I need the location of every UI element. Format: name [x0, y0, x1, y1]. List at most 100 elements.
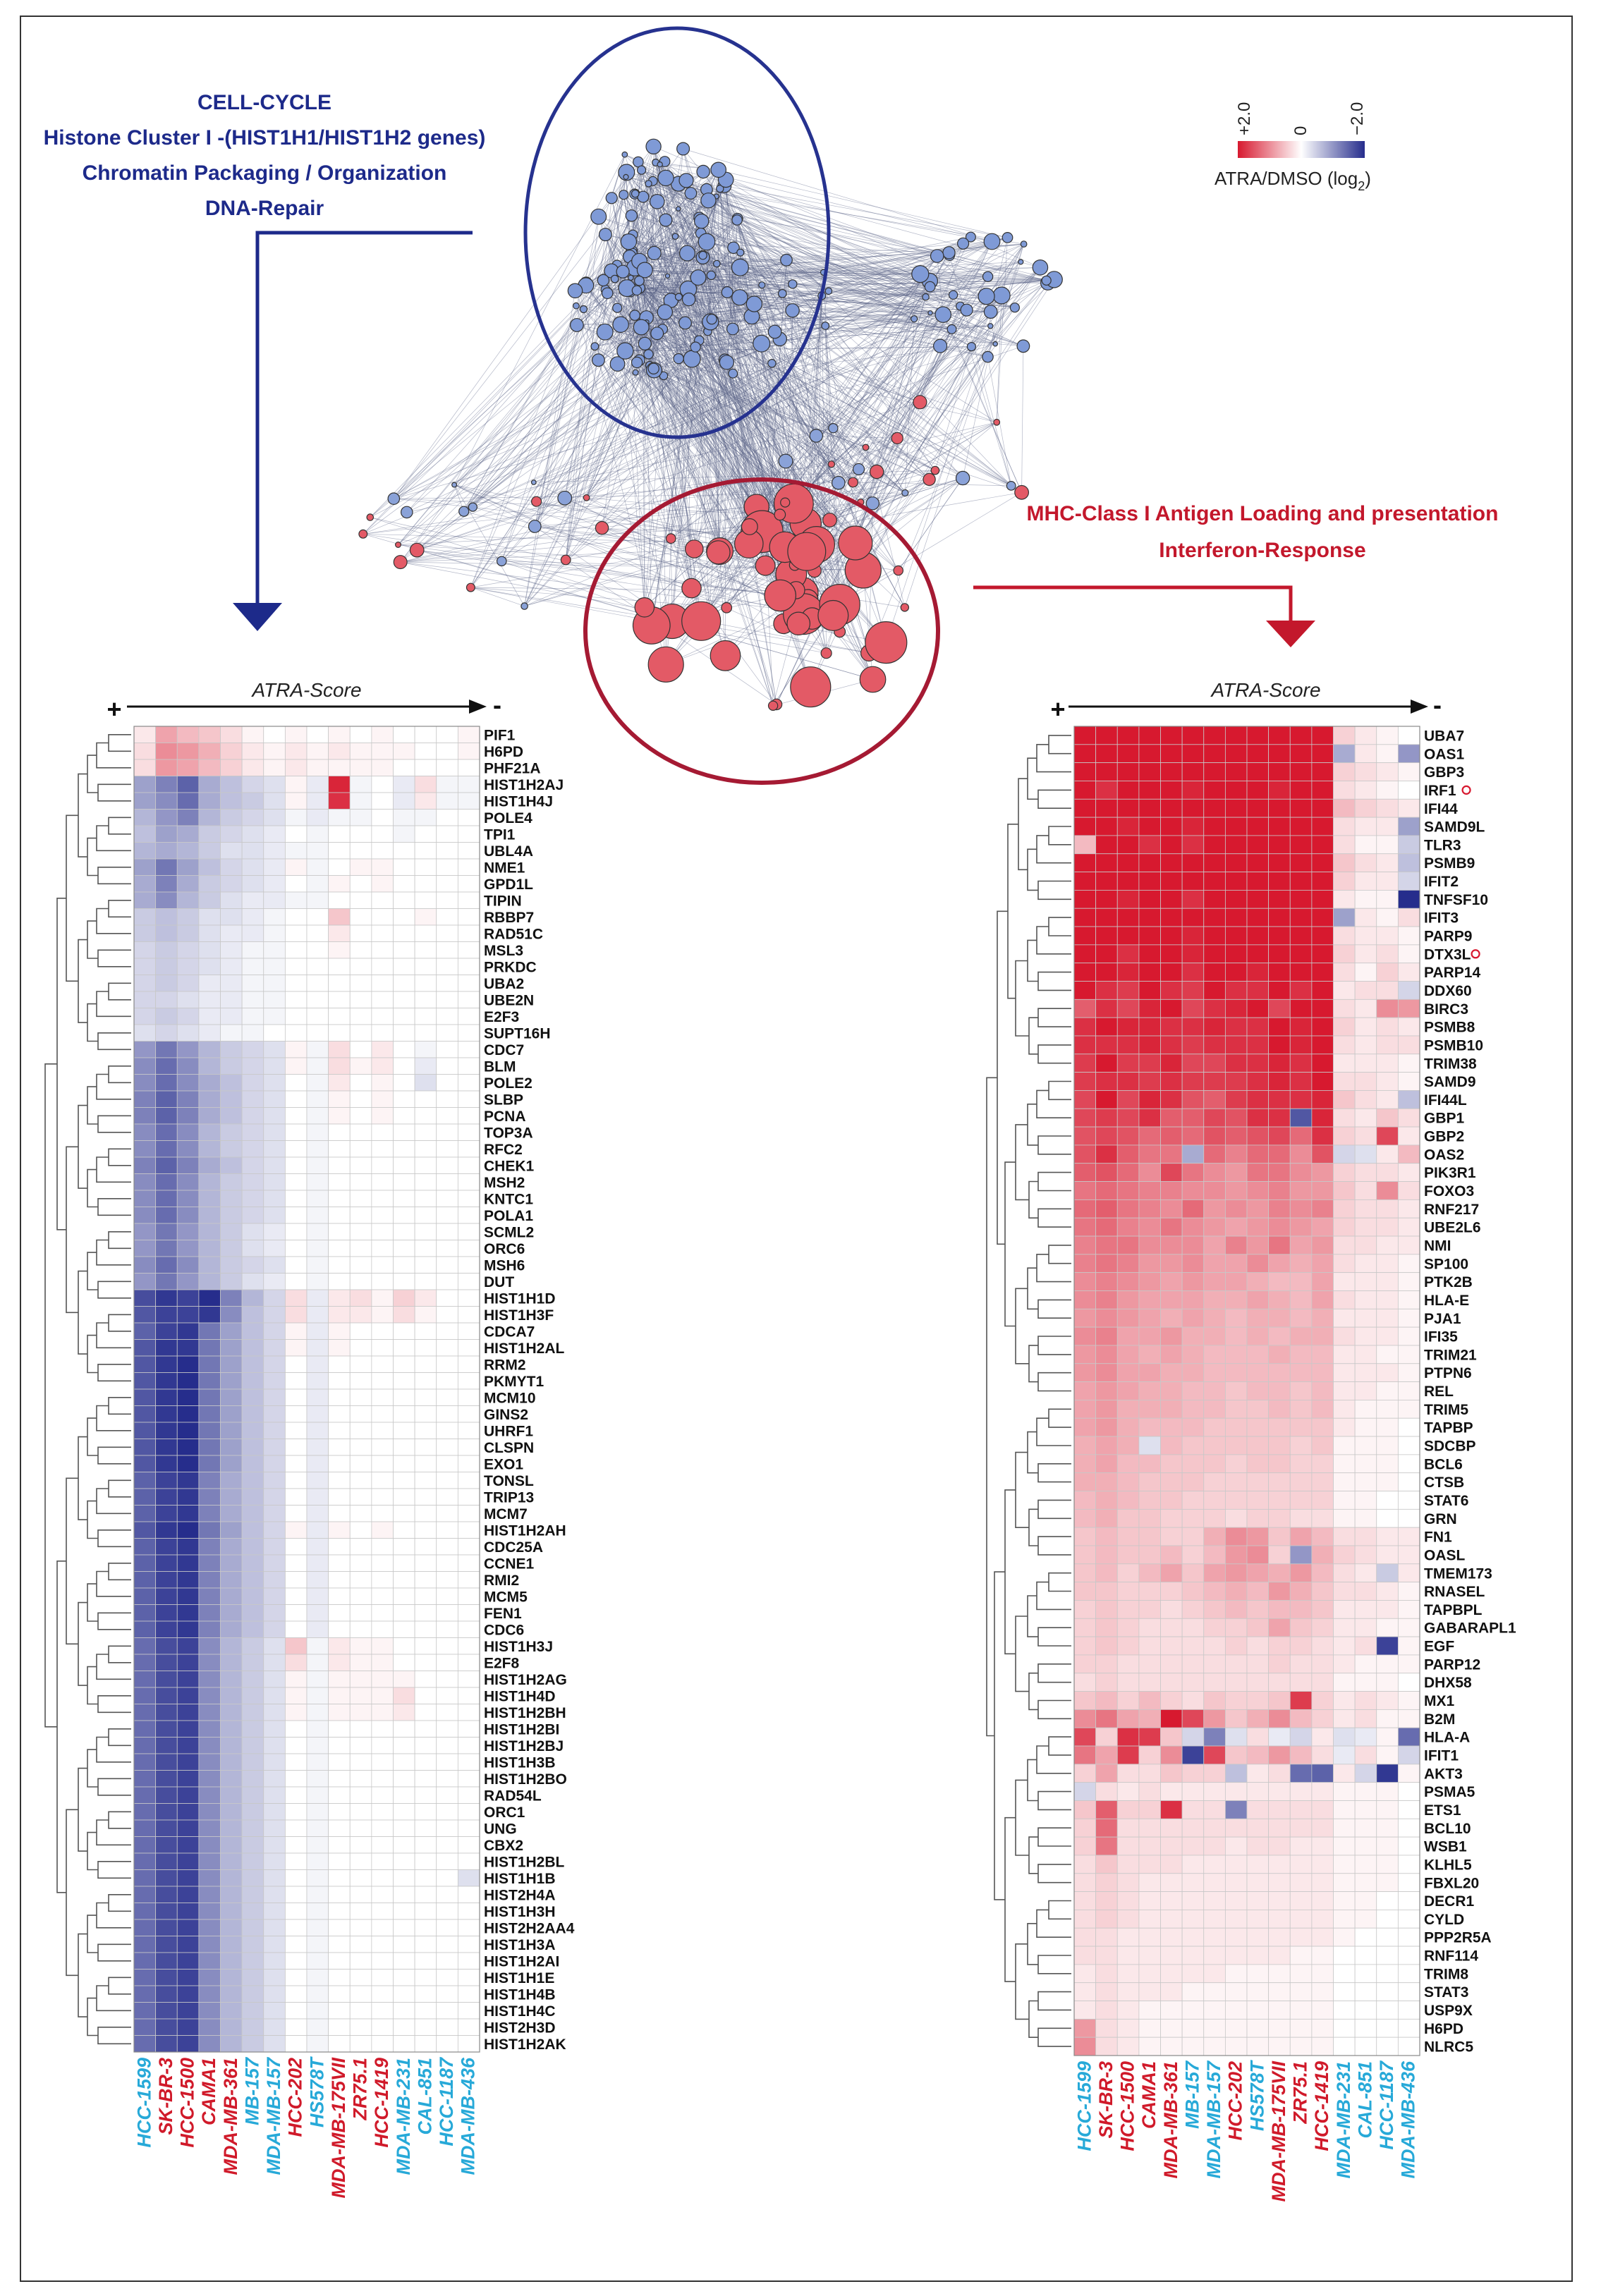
heatmap-cell — [1311, 999, 1334, 1018]
heatmap-cell — [1116, 2018, 1140, 2038]
heatmap-cell — [1333, 1654, 1356, 1674]
network-edge — [904, 319, 915, 494]
network-edge — [416, 365, 650, 551]
heatmap-cell — [436, 1123, 458, 1141]
heatmap-cell — [1160, 926, 1183, 946]
heatmap-cell — [1333, 890, 1356, 909]
heatmap-cell — [349, 1339, 372, 1357]
heatmap-cell — [133, 1671, 157, 1688]
heatmap-cell — [457, 1554, 480, 1572]
heatmap-cell — [1181, 1946, 1205, 1965]
heatmap-cell — [436, 1753, 458, 1771]
heatmap-cell — [1246, 999, 1270, 1018]
heatmap-cell — [1095, 1217, 1118, 1237]
network-node — [706, 314, 717, 325]
network-edge — [693, 360, 726, 549]
heatmap-cell — [133, 1422, 157, 1439]
heatmap-cell — [1376, 1417, 1399, 1437]
network-node — [935, 306, 951, 323]
heatmap-cell — [241, 1587, 264, 1605]
network-edge — [586, 171, 704, 498]
dendrogram-branch — [108, 1231, 131, 1250]
heatmap-cell — [349, 1952, 372, 1970]
heatmap-cell — [306, 1737, 329, 1754]
heatmap-cell — [220, 1008, 243, 1025]
network-edge — [634, 164, 660, 195]
heatmap-cell — [1138, 1035, 1161, 1055]
heatmap-cell — [220, 1886, 243, 1903]
heatmap-cell — [1203, 1527, 1226, 1546]
heatmap-cell — [1138, 1727, 1161, 1747]
heatmap-cell — [414, 1439, 437, 1456]
heatmap-cell — [414, 743, 437, 760]
heatmap-cell — [155, 891, 178, 909]
heatmap-cell — [1397, 1417, 1420, 1437]
heatmap-cell — [155, 1388, 178, 1406]
heatmap-cell — [328, 1090, 351, 1108]
heatmap-cell — [349, 1190, 372, 1207]
heatmap-cell — [220, 1488, 243, 1506]
heatmap-cell — [1116, 1235, 1140, 1255]
column-label: MDA-MB-175VII — [1268, 2061, 1289, 2202]
heatmap-cell — [176, 1339, 200, 1357]
heatmap-cell — [220, 1190, 243, 1207]
heatmap-cell — [393, 891, 415, 909]
heatmap-cell — [436, 941, 458, 959]
network-edge — [394, 360, 640, 499]
heatmap-cell — [263, 1587, 286, 1605]
heatmap-cell — [1268, 1927, 1291, 1947]
heatmap-cell — [1333, 1363, 1356, 1382]
heatmap-cell — [1289, 1636, 1313, 1656]
network-edge — [786, 259, 936, 471]
heatmap-cell — [198, 1554, 221, 1572]
heatmap-cell — [284, 1936, 308, 1953]
network-edge — [960, 241, 992, 307]
heatmap-cell — [241, 1223, 264, 1240]
heatmap-cell — [414, 1240, 437, 1257]
heatmap-cell — [436, 1852, 458, 1870]
heatmap-cell — [1138, 1181, 1161, 1200]
row-label: GRN — [1424, 1511, 1457, 1527]
network-edge — [565, 288, 640, 561]
network-node — [601, 287, 614, 300]
network-edge — [847, 283, 1048, 592]
heatmap-cell — [1181, 1891, 1205, 1910]
heatmap-cell — [414, 1273, 437, 1290]
network-node — [636, 262, 653, 279]
heatmap-cell — [1095, 2037, 1118, 2056]
heatmap-cell — [414, 1538, 437, 1556]
heatmap-cell — [241, 1819, 264, 1837]
network-edge — [400, 561, 834, 616]
row-label: FEN1 — [484, 1606, 522, 1622]
heatmap-cell — [1354, 1163, 1377, 1182]
heatmap-cell — [1376, 726, 1399, 745]
heatmap-cell — [349, 875, 372, 893]
network-node — [657, 161, 663, 168]
heatmap-cell — [1073, 1818, 1097, 1838]
left-dendrogram — [44, 734, 131, 2045]
network-edge — [733, 343, 996, 374]
network-edge — [702, 257, 711, 322]
heatmap-cell — [1116, 762, 1140, 781]
marked-gene-icon — [1471, 949, 1480, 959]
heatmap-cell — [1397, 1163, 1420, 1182]
heatmap-cell — [1289, 1054, 1313, 1073]
heatmap-cell — [1181, 1272, 1205, 1291]
network-edge — [724, 185, 1008, 238]
heatmap-cell — [241, 958, 264, 975]
heatmap-cell — [220, 1554, 243, 1572]
heatmap-cell — [1289, 890, 1313, 909]
heatmap-cell — [220, 842, 243, 860]
heatmap-cell — [371, 1936, 394, 1953]
network-edge — [640, 221, 702, 328]
heatmap-cell — [1095, 944, 1118, 964]
heatmap-cell — [1289, 1910, 1313, 1929]
heatmap-cell — [1333, 1417, 1356, 1437]
heatmap-cell — [1397, 1873, 1420, 1893]
heatmap-cell — [1203, 1144, 1226, 1164]
network-edge — [693, 170, 719, 549]
heatmap-cell — [393, 1620, 415, 1638]
heatmap-cell — [306, 1886, 329, 1903]
heatmap-cell — [1268, 1582, 1291, 1601]
heatmap-cell — [436, 759, 458, 776]
